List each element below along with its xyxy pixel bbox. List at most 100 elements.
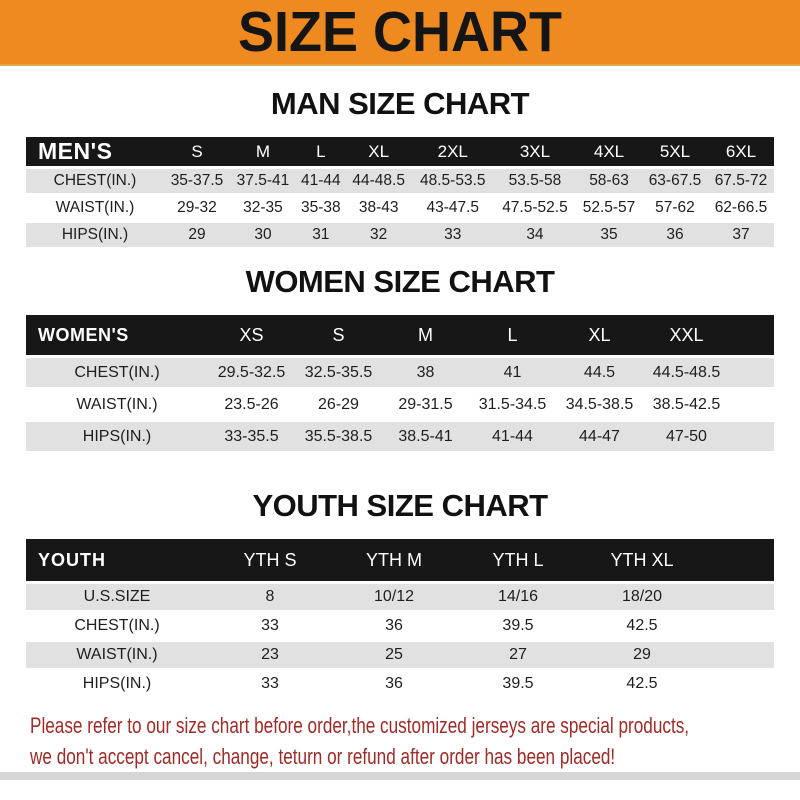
- column-header: YTH M: [332, 539, 456, 581]
- section-women: WOMEN SIZE CHART WOMEN'S XS S M L XL XXL CHEST(…: [0, 250, 800, 454]
- table-row: U.S.SIZE 8 10/12 14/16 18/20: [26, 584, 774, 610]
- size-value: 35.5-38.5: [295, 422, 382, 451]
- table-row: CHEST(IN.) 35-37.5 37.5-41 41-44 44-48.5 48.5…: [26, 169, 774, 193]
- table-corner-label: MEN'S: [26, 137, 164, 166]
- column-header: 2XL: [411, 137, 494, 166]
- size-value: 44-47: [556, 422, 643, 451]
- size-value: 47.5-52.5: [493, 196, 577, 220]
- column-header: M: [382, 315, 469, 355]
- column-header: YTH XL: [580, 539, 704, 581]
- size-value: 23: [208, 642, 332, 668]
- size-value: 34: [493, 223, 577, 247]
- youth-size-table: YOUTH YTH S YTH M YTH L YTH XL U.S.SIZE 8 10/12…: [26, 536, 774, 700]
- size-value: 47-50: [643, 422, 730, 451]
- size-value: 44.5: [556, 358, 643, 387]
- size-value: 33: [208, 671, 332, 697]
- size-value: 35-38: [295, 196, 346, 220]
- table-row: WAIST(IN.) 23 25 27 29: [26, 642, 774, 668]
- note-line-2: we don't accept cancel, change, teturn o…: [30, 744, 616, 769]
- filler-cell: [704, 613, 774, 639]
- size-value: 27: [456, 642, 580, 668]
- size-value: 53.5-58: [493, 169, 577, 193]
- size-value: 41-44: [295, 169, 346, 193]
- column-header: 6XL: [707, 137, 774, 166]
- size-value: 39.5: [456, 613, 580, 639]
- size-value: 52.5-57: [576, 196, 642, 220]
- column-header: L: [469, 315, 556, 355]
- size-value: 38.5-41: [382, 422, 469, 451]
- filler-cell: [730, 390, 774, 419]
- table-corner-label: WOMEN'S: [26, 315, 208, 355]
- row-label: HIPS(IN.): [26, 671, 208, 697]
- column-header: M: [229, 137, 296, 166]
- size-value: 32.5-35.5: [295, 358, 382, 387]
- size-value: 33: [208, 613, 332, 639]
- table-corner-label: YOUTH: [26, 539, 208, 581]
- size-value: 29: [164, 223, 230, 247]
- size-value: 32: [345, 223, 412, 247]
- filler-cell: [704, 671, 774, 697]
- bottom-strip: [0, 772, 800, 780]
- table-row: CHEST(IN.) 29.5-32.5 32.5-35.5 38 41 44.5 44.5…: [26, 358, 774, 387]
- youth-section-heading: YOUTH SIZE CHART: [252, 488, 548, 523]
- size-value: 29-31.5: [382, 390, 469, 419]
- size-value: 63-67.5: [642, 169, 708, 193]
- row-label: CHEST(IN.): [26, 169, 164, 193]
- column-header: L: [295, 137, 346, 166]
- size-value: 36: [642, 223, 708, 247]
- size-value: 57-62: [642, 196, 708, 220]
- column-header: XL: [345, 137, 412, 166]
- size-value: 14/16: [456, 584, 580, 610]
- size-value: 31: [295, 223, 346, 247]
- size-value: 41-44: [469, 422, 556, 451]
- column-header: 4XL: [576, 137, 642, 166]
- row-label: CHEST(IN.): [26, 358, 208, 387]
- size-value: 35-37.5: [164, 169, 230, 193]
- table-header-row: MEN'S S M L XL 2XL 3XL 4XL 5XL 6XL: [26, 137, 774, 166]
- size-value: 44-48.5: [345, 169, 412, 193]
- size-value: 37.5-41: [229, 169, 296, 193]
- size-chart-banner: SIZE CHART: [0, 0, 800, 66]
- table-row: HIPS(IN.) 33 36 39.5 42.5: [26, 671, 774, 697]
- filler-cell: [704, 642, 774, 668]
- column-header: XL: [556, 315, 643, 355]
- size-value: 33: [411, 223, 494, 247]
- note-line-1: Please refer to our size chart before or…: [30, 713, 690, 738]
- size-value: 38.5-42.5: [643, 390, 730, 419]
- men-section-heading: MAN SIZE CHART: [270, 86, 530, 121]
- row-label: CHEST(IN.): [26, 613, 208, 639]
- size-value: 23.5-26: [208, 390, 295, 419]
- filler-cell: [730, 315, 774, 355]
- table-row: WAIST(IN.) 29-32 32-35 35-38 38-43 43-47.5 47.…: [26, 196, 774, 220]
- column-header: S: [164, 137, 230, 166]
- column-header: S: [295, 315, 382, 355]
- size-value: 36: [332, 671, 456, 697]
- size-value: 42.5: [580, 613, 704, 639]
- size-value: 43-47.5: [411, 196, 494, 220]
- size-value: 62-66.5: [707, 196, 774, 220]
- size-value: 67.5-72: [707, 169, 774, 193]
- column-header: XXL: [643, 315, 730, 355]
- column-header: 3XL: [493, 137, 577, 166]
- section-youth: YOUTH SIZE CHART YOUTH YTH S YTH M YTH L YTH…: [0, 454, 800, 700]
- row-label: HIPS(IN.): [26, 223, 164, 247]
- filler-cell: [730, 358, 774, 387]
- row-label: WAIST(IN.): [26, 390, 208, 419]
- size-value: 25: [332, 642, 456, 668]
- size-value: 18/20: [580, 584, 704, 610]
- men-size-table: MEN'S S M L XL 2XL 3XL 4XL 5XL 6XL CHEST(IN.) 35-37…: [26, 134, 774, 250]
- table-row: WAIST(IN.) 23.5-26 26-29 29-31.5 31.5-34.5 34…: [26, 390, 774, 419]
- size-value: 29.5-32.5: [208, 358, 295, 387]
- size-value: 32-35: [229, 196, 296, 220]
- row-label: WAIST(IN.): [26, 642, 208, 668]
- size-value: 33-35.5: [208, 422, 295, 451]
- row-label: HIPS(IN.): [26, 422, 208, 451]
- size-value: 26-29: [295, 390, 382, 419]
- women-section-heading: WOMEN SIZE CHART: [245, 264, 555, 299]
- table-row: CHEST(IN.) 33 36 39.5 42.5: [26, 613, 774, 639]
- footer-note: Please refer to our size chart before or…: [30, 710, 800, 772]
- size-value: 44.5-48.5: [643, 358, 730, 387]
- size-value: 31.5-34.5: [469, 390, 556, 419]
- women-size-table: WOMEN'S XS S M L XL XXL CHEST(IN.) 29.5-32.5 32.5…: [26, 312, 774, 454]
- size-value: 29: [580, 642, 704, 668]
